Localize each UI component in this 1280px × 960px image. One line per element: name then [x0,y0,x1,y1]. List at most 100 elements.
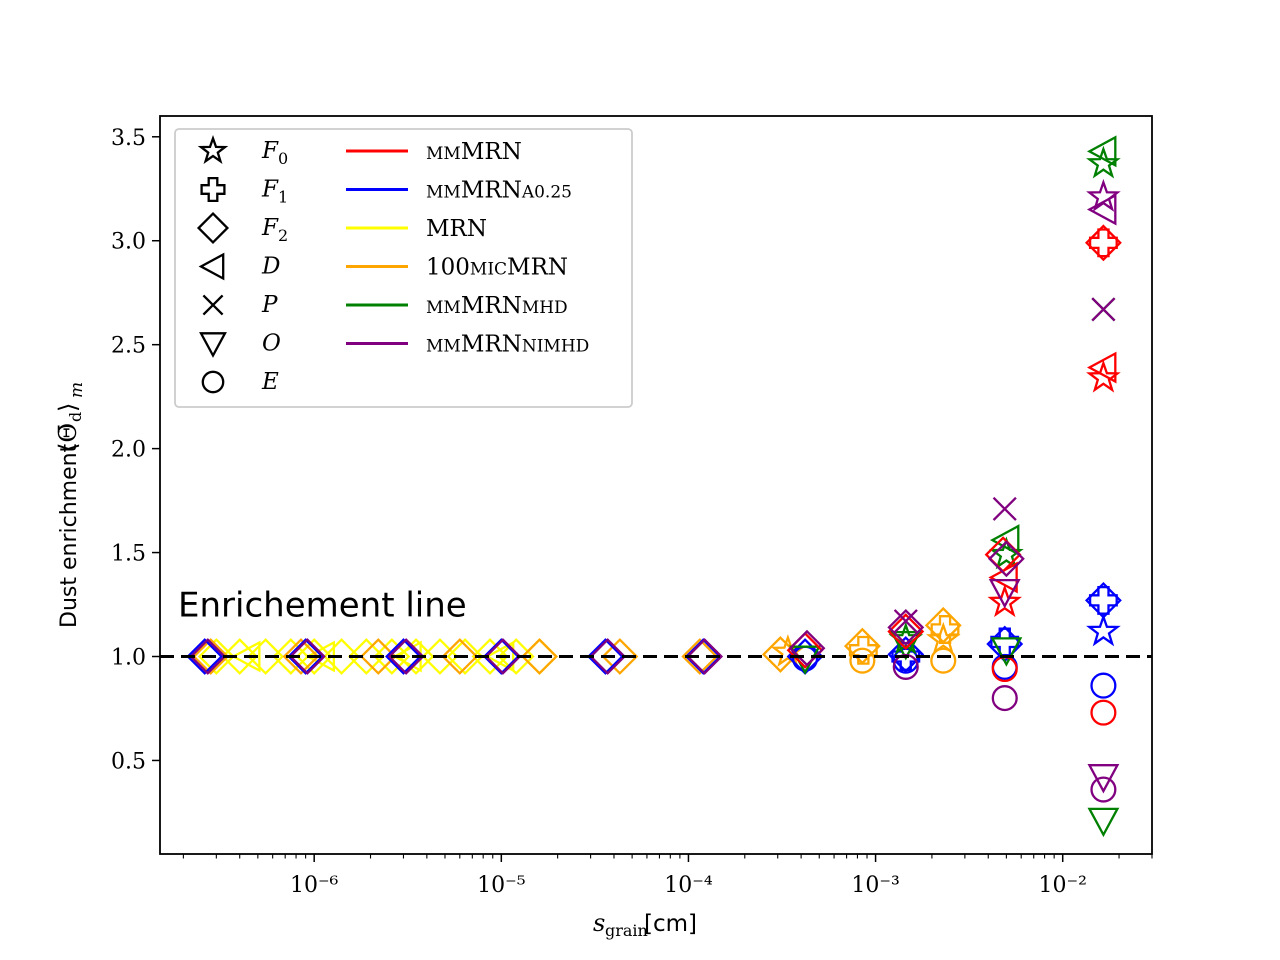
legend-marker-label-1: F1 [261,177,288,207]
data-point-s4-9-star [1086,359,1121,393]
legend-series-entries: MMMRN MMMRNA0.25 MRN 100MICMRN MMMRNMHD MMMRN… [346,139,589,358]
data-point-s5-15-triangle-left [1086,193,1117,226]
data-point-s0-2-diamond [247,638,285,675]
y-tick-label-5: 3.0 [111,230,146,255]
legend-marker-circle [201,370,225,394]
data-point-s5-10-x [992,496,1017,521]
data-point-s5-8-diamond [887,608,925,646]
data-point-s0-6-diamond [347,638,385,675]
data-point-s1-2-diamond [359,638,397,675]
data-point-s3-7-star [1086,145,1121,179]
legend-series-label-2: MRN [426,216,487,242]
data-point-s3-9-triangle-down [1087,807,1120,838]
y-tick-label-3: 2.0 [111,438,146,463]
data-point-s5-16-x [1091,297,1116,322]
data-point-s5-1-diamond [288,638,326,675]
data-point-s5-17-triangle-down [1087,764,1120,794]
svg-text:d: d [66,412,85,422]
data-point-s5-12-triangle-down [988,579,1021,609]
data-point-s4-6-diamond [1084,224,1122,262]
y-tick-label-2: 1.5 [111,542,146,567]
data-point-s4-8-triangle-left [1086,351,1117,384]
data-point-s0-1-diamond [221,638,259,675]
data-point-s4-1-diamond [887,613,925,650]
x-tick-label-4: 10⁻² [1038,873,1086,898]
x-axis-ticks: 10⁻⁶ 10⁻⁵ 10⁻⁴ 10⁻³ 10⁻² [182,854,1153,898]
x-tick-label-1: 10⁻⁵ [477,873,525,898]
data-point-s2-16-star [1086,613,1121,647]
y-axis-label: Dust enrichment ⟨Θ̄ d ⟩ m [54,382,87,628]
data-point-s0-14-triangle-left [231,640,261,673]
data-point-s5-3-diamond [484,638,522,675]
data-point-s2-15-plus [1088,585,1118,615]
data-point-s1-14-star [925,621,961,655]
data-point-s0-17-triangle-left [484,640,515,673]
data-point-s2-14-diamond [1084,581,1122,619]
svg-text:⟩: ⟩ [54,403,82,412]
legend-marker-label-4: P [261,292,278,318]
data-point-s4-7-plus [1088,228,1118,258]
data-point-s3-6-triangle-left [1086,135,1117,168]
svg-text:m: m [67,382,87,398]
y-tick-label-0: 0.5 [111,749,146,774]
data-point-s1-15-circle [930,647,957,674]
data-point-s5-5-diamond [686,638,724,675]
data-point-s2-4-diamond [586,638,624,675]
data-point-s1-1-diamond [282,638,320,675]
data-point-s2-17-circle [1090,672,1117,699]
data-point-s3-5-triangle-down [990,637,1023,667]
data-markers [186,135,1122,838]
svg-text:s: s [593,909,605,937]
data-point-s5-0-diamond [189,638,227,675]
legend-marker-label-5: O [262,331,281,357]
y-axis-ticks: 0.5 1.0 1.5 2.0 2.5 3.0 3.5 [111,126,160,774]
legend-series-label-5: MMMRNNIMHD [426,332,589,358]
legend-marker-label-3: D [261,254,280,280]
plot-frame [159,115,1153,855]
data-point-s2-13-circle [991,653,1018,680]
data-point-s5-11-diamond [987,540,1025,578]
data-point-s3-3-triangle-left [989,524,1020,557]
data-point-s2-2-diamond [385,638,422,675]
data-point-s2-9-plus [891,642,921,671]
data-point-s5-7-x [893,609,918,634]
data-point-s2-0-diamond [186,638,224,675]
legend-series-label-3: 100MICMRN [426,255,568,281]
legend-marker-star [197,134,229,165]
y-tick-label-4: 2.5 [111,334,146,359]
data-point-s0-9-diamond [421,638,459,675]
data-point-s4-3-triangle-left [988,561,1018,594]
data-point-s5-6-diamond [788,629,826,667]
data-point-s4-10-circle [1090,699,1117,726]
svg-text:Dust enrichment: Dust enrichment [57,443,82,628]
x-tick-label-0: 10⁻⁶ [290,873,339,898]
data-point-s1-4-diamond [521,638,558,675]
data-point-s0-5-diamond [323,638,360,675]
data-point-s5-18-circle [1090,776,1117,803]
legend-series-label-1: MMMRNA0.25 [426,178,572,204]
legend-series-label-0: MMMRN [426,139,522,165]
svg-text:grain: grain [605,921,648,940]
svg-text:⟨Θ̄: ⟨Θ̄ [54,423,82,452]
data-point-s1-11-circle [849,647,876,674]
data-point-s5-4-diamond [589,638,627,675]
data-point-s0-4-diamond [295,638,333,675]
legend-marker-plus [200,176,226,203]
legend-marker-triangle-down [199,332,227,358]
x-axis-label: s grain [cm] [593,909,697,940]
enrichment-line-label: Enrichement line [178,586,467,626]
data-point-s5-2-diamond [387,638,425,675]
data-point-s1-3-diamond [441,638,479,675]
legend-marker-diamond [196,211,230,245]
svg-text:[cm]: [cm] [644,911,697,937]
data-point-s0-11-diamond [471,638,509,675]
x-tick-label-3: 10⁻³ [851,873,899,898]
data-point-s1-10-plus [848,635,878,665]
data-point-s4-4-star [987,584,1023,618]
x-tick-label-2: 10⁻⁴ [664,873,713,898]
legend-marker-label-6: E [261,369,279,395]
y-tick-label-6: 3.5 [111,126,146,151]
